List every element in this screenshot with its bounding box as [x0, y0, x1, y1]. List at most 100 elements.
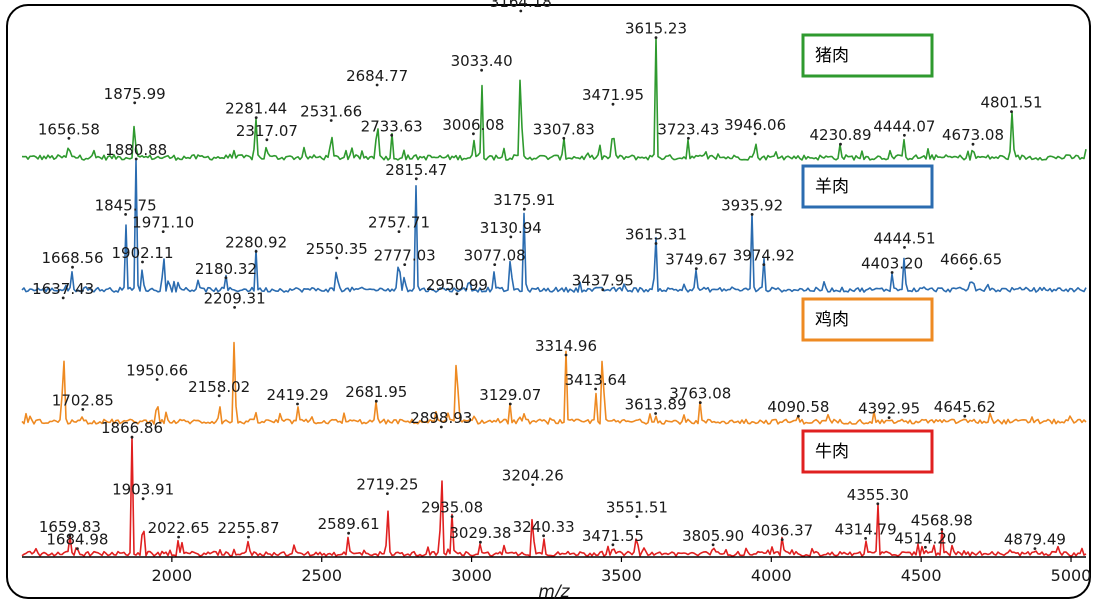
- peak-label: 4230.89: [809, 126, 871, 144]
- peak-marker: [67, 136, 71, 140]
- peak-label: 3974.92: [733, 247, 795, 265]
- peak-label: 3130.94: [480, 219, 542, 237]
- peak-label: 2589.61: [318, 515, 380, 533]
- peak-label: 2719.25: [356, 476, 418, 494]
- spectrum-line-2: [21, 159, 1087, 293]
- peak-label: 3204.26: [502, 467, 564, 485]
- peak-label: 4801.51: [980, 94, 1042, 112]
- x-tick-label: 5000: [1051, 566, 1092, 585]
- peak-label: 3033.40: [451, 52, 513, 70]
- peak-label: 3723.43: [657, 120, 719, 138]
- peak-label: 2180.32: [195, 260, 257, 278]
- peak-label: 3413.64: [565, 371, 627, 389]
- peak-marker: [797, 414, 800, 418]
- peak-label: 3240.33: [513, 518, 575, 536]
- x-tick-label: 4000: [751, 566, 792, 585]
- peak-label: 3935.92: [721, 196, 783, 214]
- peak-label: 2158.02: [188, 378, 250, 396]
- peak-label: 4514.20: [894, 529, 956, 547]
- peak-label: 3471.55: [582, 527, 644, 545]
- peak-marker: [247, 535, 250, 539]
- peak-label: 1702.85: [52, 391, 114, 409]
- peak-marker: [753, 132, 757, 136]
- x-tick-label: 2000: [151, 566, 192, 585]
- spectrum-line-4: [21, 435, 1087, 557]
- peak-label: 1866.86: [101, 419, 163, 437]
- peak-marker: [864, 537, 867, 540]
- peak-label: 4403.20: [861, 255, 923, 273]
- peak-marker: [963, 414, 967, 418]
- peak-label: 2898.93: [410, 409, 472, 427]
- peak-marker: [780, 538, 784, 541]
- peak-label: 2757.71: [368, 214, 430, 232]
- peak-label: 1659.83: [39, 518, 101, 536]
- peak-label: 2531.66: [300, 103, 362, 121]
- peak-label: 4568.98: [911, 511, 973, 529]
- peak-marker: [397, 230, 401, 234]
- x-tick-label: 4500: [901, 566, 942, 585]
- peak-marker: [1033, 547, 1037, 550]
- peak-label: 4673.08: [942, 126, 1004, 144]
- peak-marker: [522, 207, 526, 211]
- peak-marker: [1010, 110, 1013, 113]
- peak-marker: [924, 545, 927, 549]
- x-tick-label: 2500: [301, 566, 342, 585]
- peak-marker: [76, 547, 79, 550]
- peak-marker: [329, 119, 333, 122]
- peak-label: 3615.31: [625, 226, 687, 244]
- peak-label: 1656.58: [38, 120, 100, 138]
- peak-label: 3749.67: [665, 251, 727, 269]
- peak-marker: [130, 435, 134, 439]
- legend-label: 羊肉: [815, 177, 849, 197]
- peak-marker: [472, 132, 475, 136]
- peak-marker: [698, 401, 702, 404]
- figure-frame: [6, 4, 1091, 599]
- peak-marker: [531, 483, 535, 486]
- peak-label: 4444.07: [873, 117, 935, 135]
- peak-marker: [508, 402, 512, 406]
- peak-marker: [969, 267, 973, 270]
- peak-marker: [611, 543, 615, 547]
- peak-label: 3551.51: [606, 499, 668, 517]
- peak-marker: [750, 213, 754, 216]
- peak-label: 4444.51: [873, 229, 935, 247]
- peak-label: 3615.23: [625, 20, 687, 38]
- peak-label: 4645.62: [934, 398, 996, 416]
- peak-marker: [124, 213, 127, 216]
- peak-label: 2733.63: [361, 117, 423, 135]
- peak-label: 3164.18: [490, 0, 552, 11]
- peak-label: 3307.83: [533, 120, 595, 138]
- peak-label: 1971.10: [132, 214, 194, 232]
- peak-label: 4036.37: [751, 522, 813, 540]
- peak-marker: [439, 425, 443, 429]
- peak-marker: [455, 292, 459, 296]
- peak-marker: [601, 288, 605, 292]
- peak-marker: [233, 306, 237, 309]
- peak-marker: [611, 102, 615, 106]
- peak-marker: [635, 515, 639, 518]
- peak-marker: [81, 408, 85, 411]
- peak-marker: [155, 378, 159, 381]
- peak-marker: [694, 267, 698, 270]
- peak-label: 3129.07: [479, 386, 541, 404]
- peak-label: 2950.99: [426, 276, 488, 294]
- peak-marker: [296, 402, 299, 406]
- peak-marker: [509, 235, 513, 239]
- peak-marker: [414, 177, 418, 181]
- peak-label: 1875.99: [104, 85, 166, 103]
- peak-marker: [403, 263, 407, 266]
- peak-marker: [390, 133, 394, 137]
- peak-marker: [480, 68, 483, 72]
- peak-marker: [971, 142, 975, 146]
- peak-label: 1902.11: [111, 244, 173, 262]
- peak-marker: [564, 353, 568, 357]
- peak-marker: [711, 543, 715, 547]
- peak-marker: [450, 515, 454, 518]
- peak-marker: [890, 271, 894, 274]
- spectrum-line-1: [21, 36, 1087, 161]
- x-tick-label: 3500: [601, 566, 642, 585]
- peak-marker: [265, 138, 269, 142]
- peak-label: 3613.89: [625, 396, 687, 414]
- peak-label: 1637.43: [32, 280, 94, 298]
- peak-label: 3006.08: [442, 116, 504, 134]
